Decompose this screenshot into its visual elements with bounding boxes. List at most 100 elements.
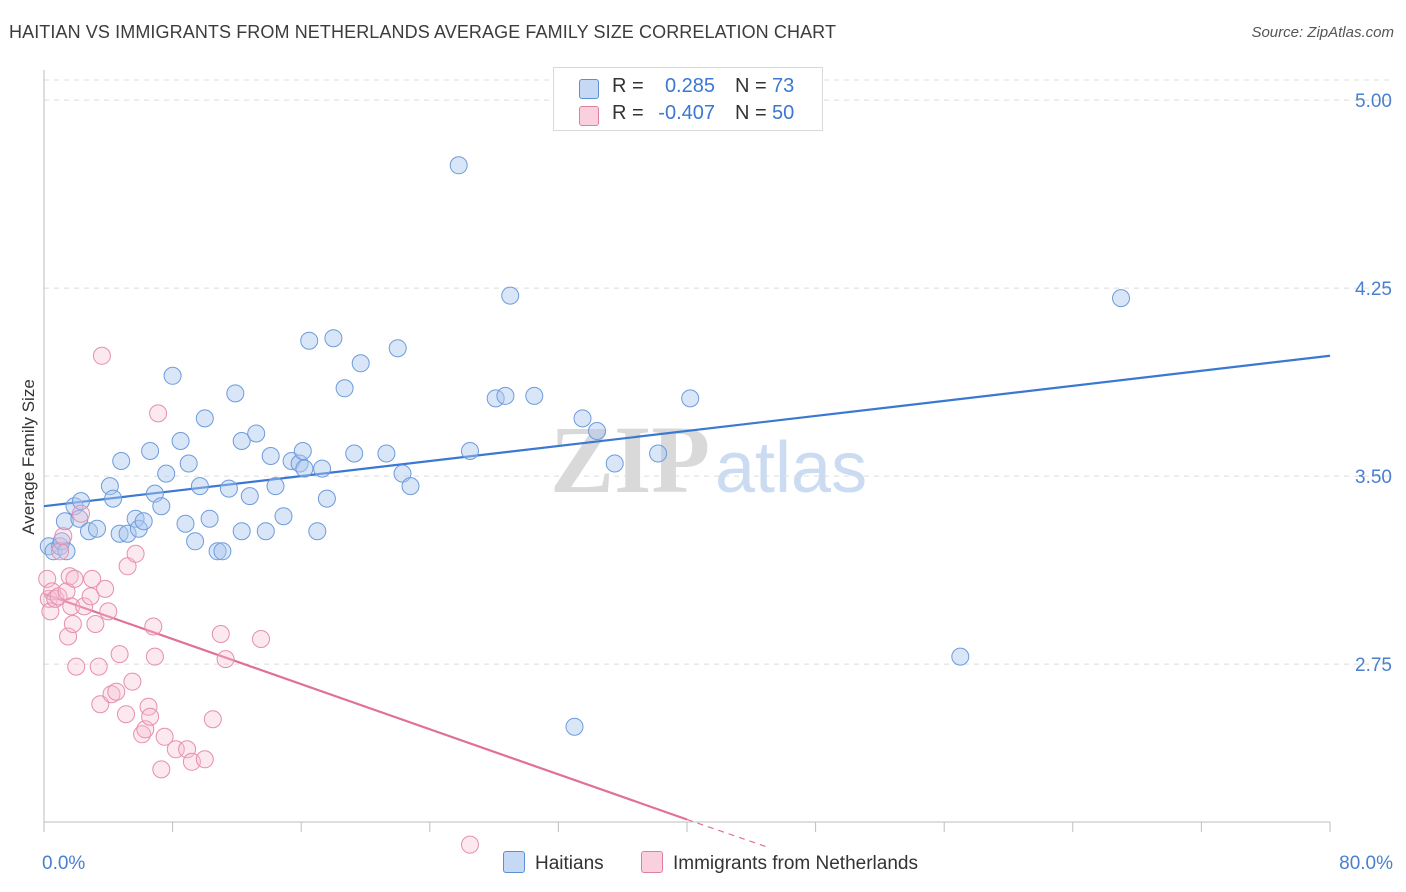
haitians-point — [176, 514, 195, 533]
netherlands-point — [107, 682, 126, 701]
netherlands-point — [92, 346, 111, 365]
netherlands-point — [99, 602, 118, 621]
watermark-zip: ZIP — [550, 406, 710, 513]
netherlands-point — [67, 657, 86, 676]
netherlands-point — [75, 597, 94, 616]
haitians-point — [171, 432, 190, 450]
legend-n-label: N = — [735, 102, 767, 124]
legend-n-label: N = — [735, 75, 767, 97]
legend-r-value: 0.285 — [664, 75, 715, 97]
y-tick-label: 4.25 — [1355, 279, 1392, 300]
bottom-legend-label-haitians: Haitians — [535, 853, 604, 874]
legend-n-value: 50 — [772, 102, 795, 124]
haitians-point — [208, 542, 227, 561]
x-tick-label: 0.0% — [42, 853, 85, 874]
netherlands-point — [96, 579, 115, 598]
netherlands-point — [195, 750, 214, 769]
legend-swatch-netherlands — [579, 106, 599, 126]
chart-title: HAITIAN VS IMMIGRANTS FROM NETHERLANDS A… — [9, 22, 837, 42]
legend-row-netherlands: R = -0.407 N = 50 — [554, 101, 822, 129]
bottom-legend-swatch-netherlands — [641, 851, 663, 873]
netherlands-trend-extension — [686, 818, 768, 848]
haitians-point — [317, 489, 336, 508]
axes — [43, 70, 1331, 832]
netherlands-point — [252, 630, 270, 648]
netherlands-point — [65, 569, 84, 588]
netherlands-point — [203, 710, 222, 729]
netherlands-trend-line — [43, 592, 688, 821]
haitians-point — [163, 366, 182, 385]
legend-r-label: R = — [612, 75, 644, 97]
netherlands-point — [141, 707, 160, 726]
haitians-trend-line — [43, 354, 1331, 508]
haitians-point — [190, 477, 209, 496]
netherlands-point — [89, 657, 108, 676]
legend-r-label: R = — [612, 102, 644, 124]
haitians-point — [118, 524, 137, 543]
haitians-point — [141, 442, 160, 460]
haitians-point — [588, 422, 606, 440]
netherlands-point — [149, 404, 168, 423]
netherlands-point — [144, 617, 163, 636]
correlation-legend: R = 0.285 N = 73 R = -0.407 N = 50 — [553, 67, 823, 131]
haitians-point — [351, 354, 370, 373]
haitians-point — [247, 424, 266, 443]
haitians-point — [461, 442, 479, 460]
netherlands-point — [51, 542, 70, 561]
haitians-point — [134, 512, 153, 531]
haitians-point — [232, 522, 251, 541]
haitians-point — [157, 464, 176, 483]
haitians-point — [88, 519, 106, 538]
netherlands-point — [60, 567, 79, 586]
haitians-point — [573, 409, 592, 428]
haitians-point — [219, 479, 238, 498]
haitians-point — [200, 509, 219, 528]
legend-n-value: 73 — [772, 75, 795, 97]
haitians-point — [401, 477, 420, 496]
haitians-point — [57, 542, 76, 561]
netherlands-point — [216, 650, 235, 669]
y-axis-label: Average Family Size — [19, 379, 38, 535]
haitians-point — [232, 432, 251, 450]
legend-row-haitians: R = 0.285 N = 73 — [554, 74, 822, 102]
netherlands-point — [461, 835, 479, 854]
netherlands-point — [102, 685, 121, 704]
haitians-point — [72, 492, 90, 511]
haitians-point — [313, 459, 332, 478]
netherlands-point — [46, 589, 65, 608]
netherlands-point — [91, 695, 110, 714]
netherlands-point — [62, 597, 81, 616]
netherlands-point — [123, 672, 142, 691]
haitians-point — [1112, 289, 1130, 308]
haitians-point — [293, 442, 312, 460]
haitians-point — [261, 447, 280, 465]
haitians-point — [213, 542, 232, 561]
netherlands-point — [126, 544, 145, 563]
haitians-point — [186, 532, 205, 551]
haitians-point — [345, 444, 364, 463]
haitians-point — [274, 507, 293, 526]
y-tick-label: 5.00 — [1355, 91, 1392, 112]
haitians-point — [112, 452, 131, 470]
haitians-point — [449, 156, 468, 175]
haitians-point — [525, 386, 544, 405]
netherlands-point — [86, 615, 105, 633]
netherlands-point — [54, 527, 73, 546]
legend-swatch-haitians — [579, 79, 599, 99]
y-tick-label: 2.75 — [1355, 655, 1392, 676]
bottom-legend-label-netherlands: Immigrants from Netherlands — [673, 853, 918, 874]
haitians-point — [300, 331, 319, 350]
data-points — [38, 156, 1130, 854]
legend-r-value: -0.407 — [658, 102, 715, 124]
netherlands-point — [63, 615, 82, 633]
netherlands-point — [110, 645, 129, 664]
haitians-point — [951, 647, 970, 666]
haitians-point — [324, 329, 343, 348]
haitians-point — [649, 444, 668, 463]
trend-lines — [43, 354, 1331, 848]
netherlands-point — [155, 727, 174, 746]
haitians-point — [179, 454, 198, 473]
netherlands-point — [83, 569, 102, 588]
tick-labels: 2.75 3.50 4.25 5.00 0.0% 80.0% — [42, 91, 1393, 874]
watermark-atlas: atlas — [715, 428, 867, 508]
